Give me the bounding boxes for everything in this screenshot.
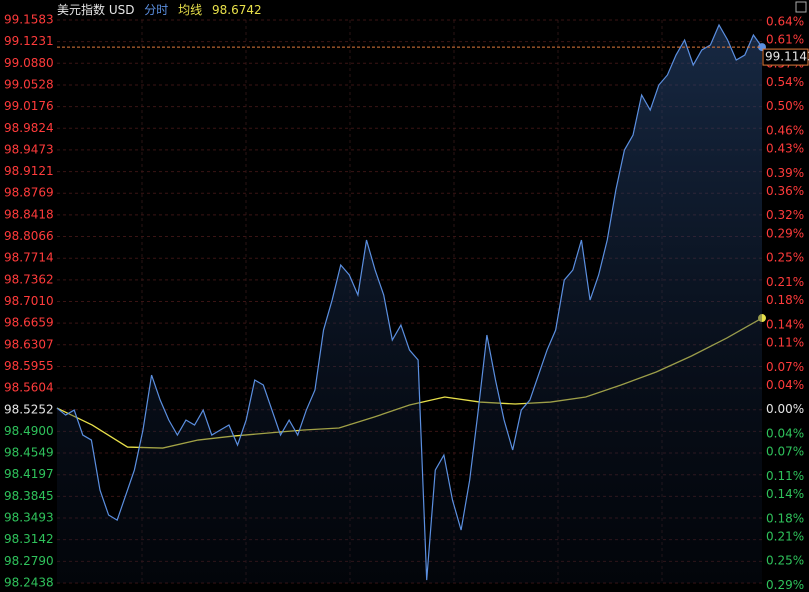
y2-tick-label: 0.25% [766,251,804,265]
y2-tick-label: 0.64% [766,14,804,28]
corner-icon[interactable] [795,1,807,13]
y2-tick-label: 0.43% [766,142,804,156]
header: 美元指数 USD 分时 均线 98.6742 [57,2,262,17]
y2-tick-label: 0.29% [766,578,804,592]
y2-tick-label: 0.11% [766,469,804,483]
y-tick-label: 99.1583 [4,13,54,27]
y2-tick-label: 0.29% [766,226,804,240]
y2-tick-label: 0.39% [766,166,804,180]
y-tick-label: 98.4197 [4,467,54,481]
y2-tick-label: 0.14% [766,487,804,501]
y-tick-label: 98.4549 [4,446,54,460]
y-tick-label: 99.0176 [4,99,54,113]
y2-tick-label: 0.36% [766,184,804,198]
y2-tick-label: 0.00% [766,402,804,416]
y2-tick-label: 0.46% [766,123,804,137]
y-tick-label: 98.3142 [4,532,54,546]
y2-tick-label: 0.04% [766,378,804,392]
y2-tick-label: 0.54% [766,75,804,89]
last-price-label: 99.1143 [765,50,809,64]
y-tick-label: 98.6307 [4,337,54,351]
legend-average: 均线 [178,3,202,17]
y-tick-label: 98.9824 [4,121,54,135]
y-tick-label: 98.7362 [4,272,54,286]
y2-tick-label: 0.32% [766,208,804,222]
y-tick-label: 98.7714 [4,251,54,265]
y2-tick-label: 0.11% [766,336,804,350]
y-tick-label: 98.5252 [4,402,54,416]
y-tick-label: 98.8418 [4,207,54,221]
y2-tick-label: 0.14% [766,317,804,331]
y-tick-label: 98.5955 [4,359,54,373]
y2-tick-label: 0.04% [766,426,804,440]
price-line [56,23,763,581]
y-tick-label: 98.2790 [4,554,54,568]
y2-tick-label: 0.50% [766,99,804,113]
legend-price: 分时 [144,3,168,17]
y2-tick-label: 0.25% [766,554,804,568]
y2-tick-label: 0.61% [766,32,804,46]
y2-tick-label: 0.21% [766,529,804,543]
y-tick-label: 98.4900 [4,424,54,438]
last-price-box [762,48,809,66]
y-tick-label: 98.3493 [4,511,54,525]
y2-tick-label: 0.07% [766,360,804,374]
y-tick-label: 98.6659 [4,316,54,330]
y-tick-label: 98.5604 [4,381,54,395]
chart-title: 美元指数 USD [57,2,134,17]
y2-tick-label: 0.07% [766,445,804,459]
average-value: 98.6742 [212,3,262,17]
area-fill [57,24,762,584]
y2-tick-label: 0.18% [766,293,804,307]
y-tick-label: 98.7010 [4,294,54,308]
y-tick-label: 98.2438 [4,576,54,590]
y-tick-label: 99.1231 [4,34,54,48]
y-tick-label: 98.3845 [4,489,54,503]
y-tick-label: 99.0528 [4,77,54,91]
y2-tick-label: 0.21% [766,275,804,289]
y-tick-label: 98.8066 [4,229,54,243]
y-tick-label: 98.9473 [4,142,54,156]
y-tick-label: 98.9121 [4,164,54,178]
y2-tick-label: 0.18% [766,511,804,525]
y-tick-label: 98.8769 [4,186,54,200]
y-tick-label: 99.0880 [4,56,54,70]
